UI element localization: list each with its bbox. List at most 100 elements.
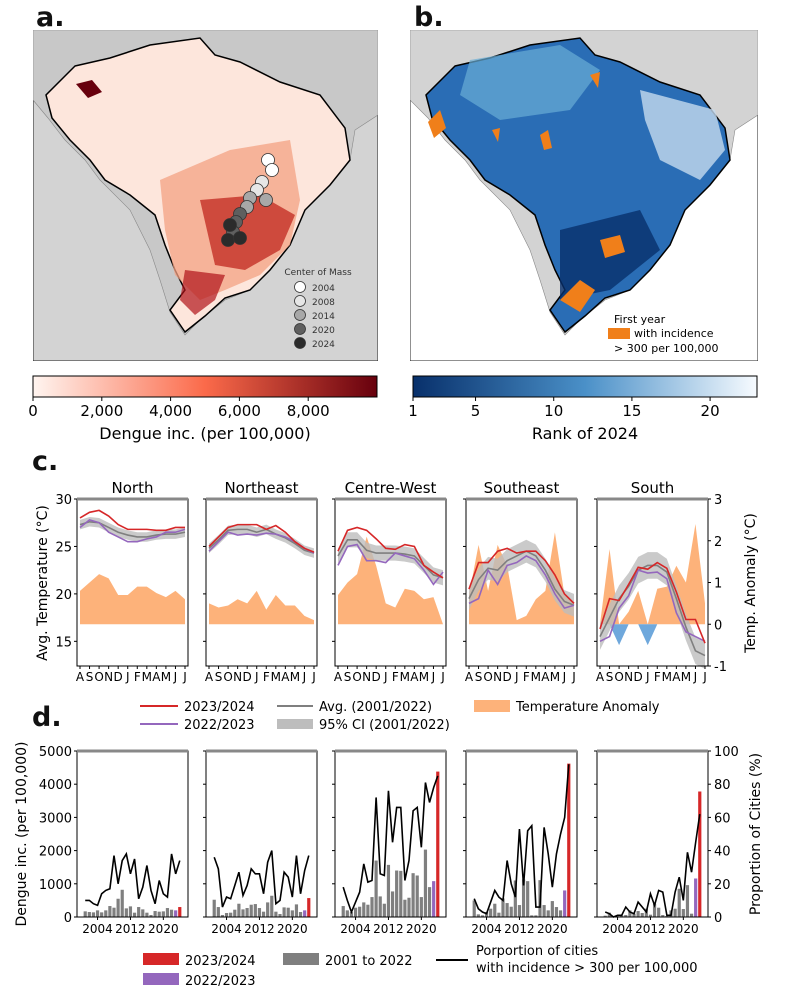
bar-2012 (257, 908, 262, 917)
anomaly-area-positive (469, 532, 574, 625)
center-of-mass-marker (223, 218, 237, 232)
anomaly-area-positive (80, 574, 185, 625)
bar-2024 (178, 907, 182, 917)
bar-2013 (132, 912, 137, 917)
y-axis-label: Dengue inc. (per 100,000) (14, 742, 30, 927)
y-right-tick-label: 80 (714, 778, 731, 793)
y-right-axis-label: Proportion of Cities (%) (748, 753, 764, 915)
month-tick-label: M (400, 670, 410, 684)
month-tick-label: J (182, 670, 187, 684)
bar-2006 (624, 915, 628, 917)
y-tick-label: 2000 (39, 845, 72, 860)
month-tick-label: M (550, 670, 560, 684)
year-tick-label: 2012 (635, 922, 666, 936)
y-tick-label: 3000 (39, 811, 72, 826)
month-tick-label: D (634, 670, 643, 684)
bar-2004 (353, 907, 358, 917)
bar-2015 (399, 870, 403, 917)
anomaly-area-negative (600, 624, 705, 646)
month-tick-label: M (271, 670, 281, 684)
colorbar-tick-label: 1 (408, 402, 418, 420)
line-2022-2023 (599, 569, 706, 643)
month-tick-label: S (215, 670, 223, 684)
year-tick-label: 2020 (148, 922, 179, 936)
proportion-line (213, 850, 310, 908)
y-right-tick-label: 40 (714, 845, 731, 860)
bar-2018 (673, 908, 677, 917)
first-year-legend-swatch (608, 328, 630, 339)
bar-2015 (141, 909, 145, 917)
proportion-line (604, 813, 701, 918)
bar-2006 (104, 910, 108, 917)
bar-2019 (546, 910, 550, 917)
bar-2010 (378, 896, 382, 917)
month-tick-label: F (263, 670, 270, 684)
subplot-title: Southeast (484, 479, 560, 497)
bar-2018 (411, 873, 415, 917)
legend-c: 2023/2024 2022/2023 Avg. (2001/2022) 95% CI… (140, 700, 660, 733)
bar-2008 (501, 898, 505, 917)
bar-2009 (116, 898, 120, 917)
y-tick-label: 5000 (39, 745, 72, 760)
bar-2019 (286, 907, 290, 917)
bar-2003 (220, 915, 225, 917)
com-legend-year: 2004 (312, 284, 335, 294)
year-tick-label: 2012 (504, 922, 535, 936)
bar-2001 (212, 899, 216, 917)
avg-line (468, 550, 575, 607)
y-tick-label: 25 (55, 540, 72, 555)
first-year-legend-line3: > 300 per 100,000 (614, 342, 718, 355)
line-2023-2024 (599, 561, 706, 644)
bar-2015 (270, 895, 274, 917)
month-tick-label: J (562, 670, 567, 684)
year-tick-label: 2012 (115, 922, 146, 936)
month-tick-label: D (243, 670, 252, 684)
y-right-tick-label: 2 (714, 535, 722, 550)
bar-2012 (386, 864, 391, 917)
bar-2017 (278, 914, 282, 917)
month-tick-label: J (125, 670, 130, 684)
legend-label: with incidence > 300 per 100,000 (476, 961, 698, 976)
bar-2009 (636, 911, 640, 917)
com-legend-marker (294, 337, 306, 349)
bar-2003 (91, 912, 96, 917)
year-tick-label: 2020 (537, 922, 568, 936)
ci-band (209, 524, 314, 558)
y-tick-label: 30 (55, 493, 72, 508)
com-legend-year: 2008 (312, 298, 335, 308)
com-legend-year: 2014 (312, 312, 335, 322)
legend-swatch-ci (277, 719, 313, 729)
bar-2019 (157, 911, 161, 917)
subplot-title: Northeast (224, 479, 298, 497)
subplot-d-south: 2004 2012 2020 (594, 749, 709, 936)
bar-2013 (261, 911, 266, 917)
bar-2020 (550, 901, 554, 917)
month-tick-label: F (134, 670, 141, 684)
legend-label: Temperature Anomaly (515, 700, 660, 715)
y-right-tick-label: 0 (714, 618, 722, 633)
bar-2015 (661, 915, 665, 917)
bar-2011 (124, 908, 128, 917)
legend-label: 2022/2023 (185, 974, 256, 989)
month-tick-label: A (541, 670, 550, 684)
legend-swatch-2022-2023 (143, 973, 179, 985)
colorbar-tick-label: 2,000 (80, 402, 123, 420)
year-tick-label: 2004 (211, 922, 242, 936)
legend-d: 2023/2024 2022/2023 2001 to 2022 Porportion… (143, 944, 698, 989)
bar-2016 (145, 912, 149, 917)
y-tick-label: 20 (55, 588, 72, 603)
bar-2008 (241, 909, 245, 917)
month-tick-label: O (94, 670, 103, 684)
month-tick-label: S (606, 670, 614, 684)
bar-2016 (534, 915, 538, 917)
bar-2004 (95, 910, 100, 917)
bar-2007 (108, 906, 112, 917)
bar-2010 (509, 906, 513, 917)
bar-2002 (87, 912, 91, 917)
month-tick-label: N (624, 670, 633, 684)
y-right-axis-label: Temp. Anomaly (°C) (743, 513, 759, 654)
colorbar-tick-label: 4,000 (149, 402, 192, 420)
y-right-tick-label: 100 (714, 745, 739, 760)
bar-2002 (216, 907, 220, 917)
